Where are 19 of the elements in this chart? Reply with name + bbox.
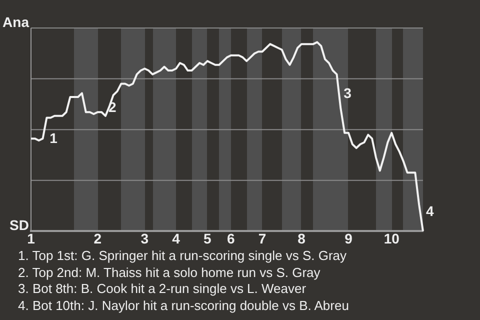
annotation: 3 bbox=[344, 85, 352, 102]
x-tick-label: 3 bbox=[140, 230, 149, 246]
text: 3. Bot 8th: B. Cook hit a 2-run single vs L. Weaver bbox=[18, 281, 308, 298]
x-tick-label: 5 bbox=[204, 230, 212, 246]
text: 4. Bot 10th: J. Naylor hit a run-scoring double vs B. Abreu bbox=[18, 298, 350, 314]
text: 2. Top 2nd: M. Thaiss hit a solo home run vs S. Gray bbox=[18, 264, 322, 281]
text: Ana bbox=[2, 14, 29, 30]
x-tick-label: 9 bbox=[344, 230, 353, 246]
x-tick-label: 8 bbox=[298, 230, 306, 246]
text: 4 bbox=[426, 202, 434, 219]
x-tick-label: 6 bbox=[227, 230, 236, 246]
x-tick-label: 7 bbox=[258, 230, 266, 246]
text: 1. Top 1st: G. Springer hit a run-scoring single vs S. Gray bbox=[18, 248, 348, 264]
x-tick-label: 4 bbox=[172, 230, 180, 246]
x-tick-label: 10 bbox=[384, 230, 400, 246]
annotation: 1 bbox=[50, 130, 58, 146]
text: SD bbox=[10, 217, 29, 234]
x-tick-label: 2 bbox=[94, 230, 102, 246]
x-tick-label: 1 bbox=[27, 230, 36, 246]
